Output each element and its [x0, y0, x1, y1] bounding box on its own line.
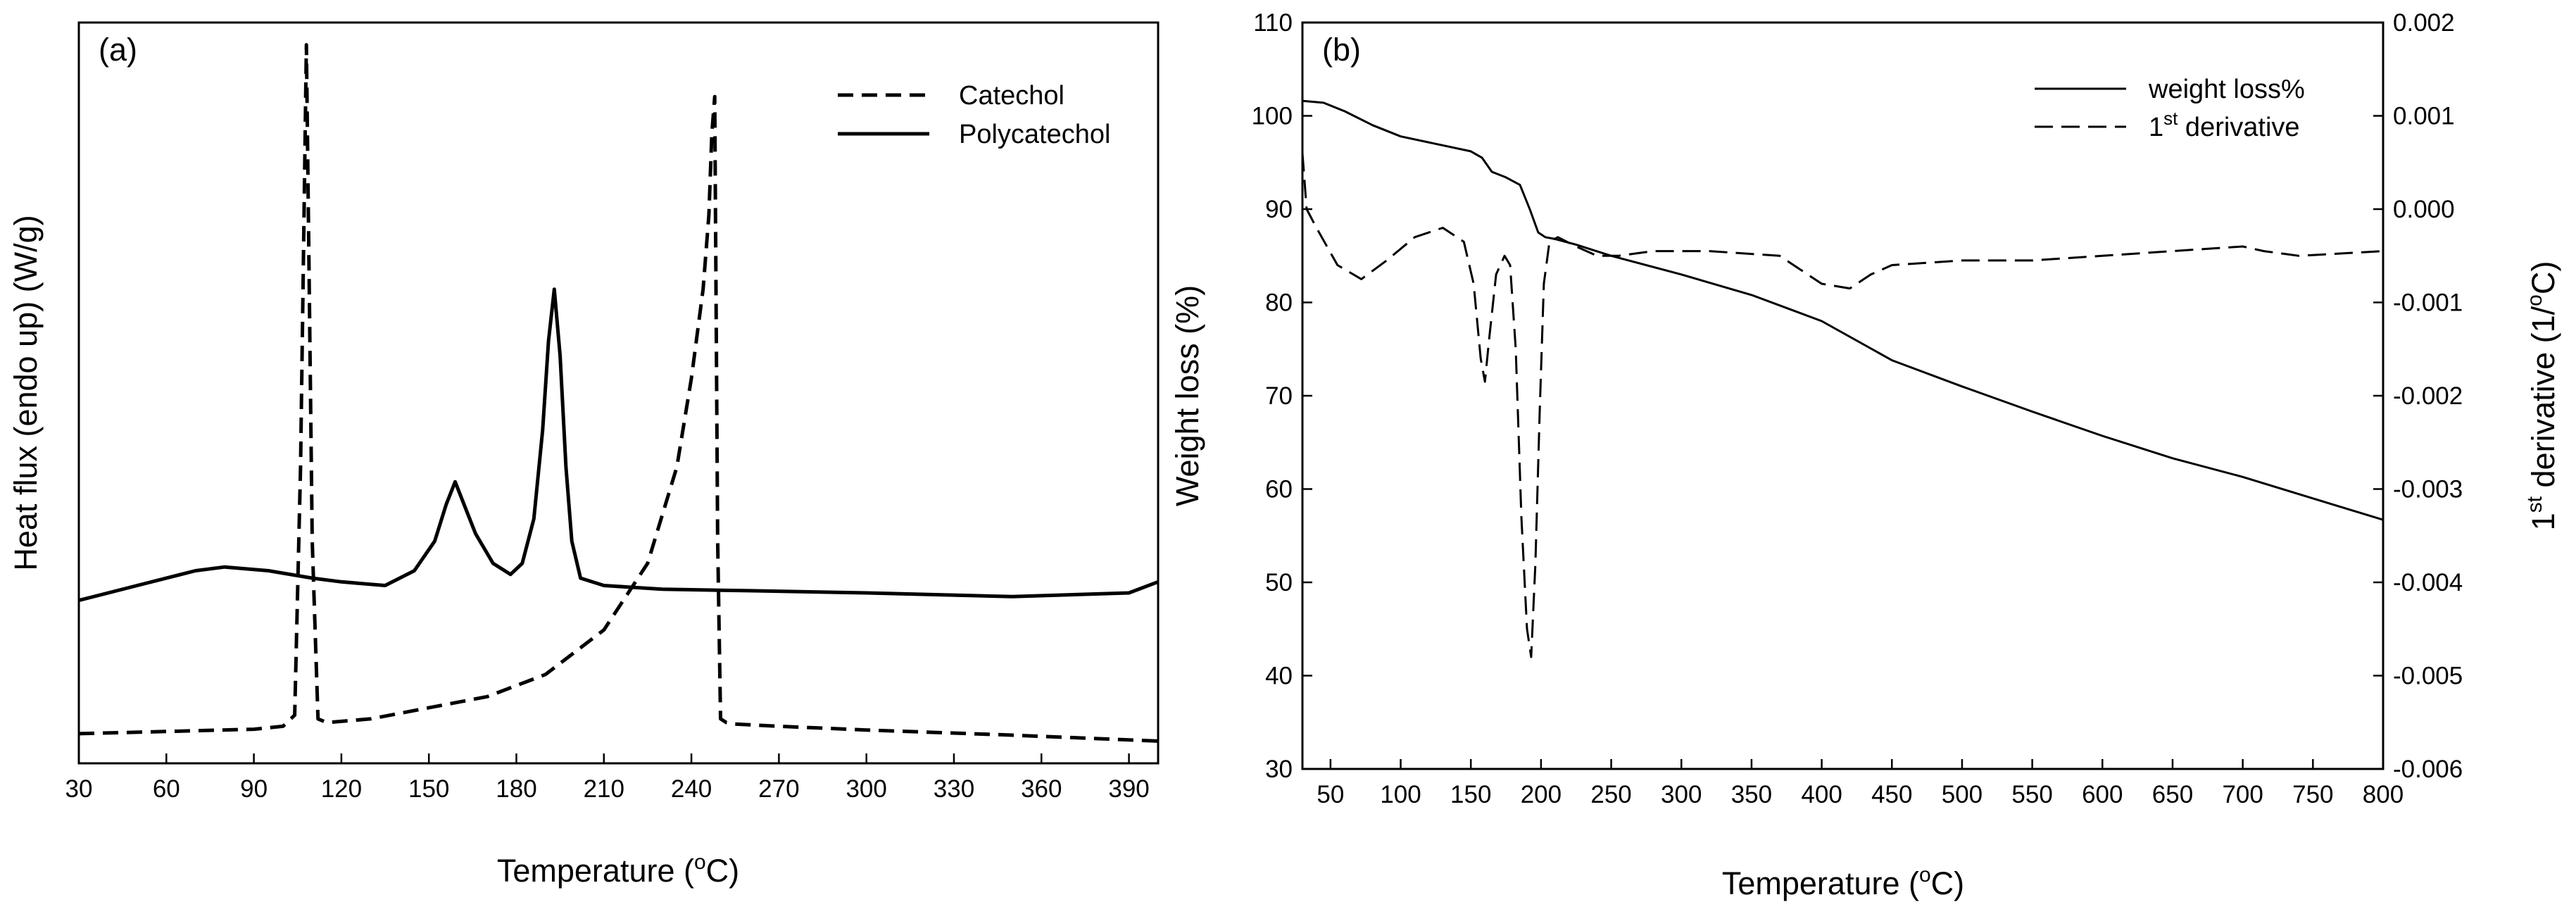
- panel-b-x-axis-title: Temperature (oC): [1722, 863, 1964, 901]
- panel-b-y-axis-title: Weight loss (%): [1169, 285, 1205, 506]
- panel-b-x-tick-label-450: 450: [1871, 781, 1912, 808]
- panel-a-x-tick-label-360: 360: [1021, 775, 1062, 803]
- panel-b-x-tick-label-350: 350: [1731, 781, 1772, 808]
- panel-b-y2-ticks: 0.002 0.001 0.000 -0.001 -0.002 -0.003 -0.004 -…: [2373, 9, 2463, 783]
- panel-b-x-tick-label-650: 650: [2152, 781, 2193, 808]
- panel-a-x-tick-label-240: 240: [671, 775, 712, 803]
- panel-a-x-tick-label-90: 90: [240, 775, 268, 803]
- panel-b-x-tick-label-150: 150: [1450, 781, 1491, 808]
- panel-b-y2-tick-label-0-005: -0.005: [2393, 663, 2463, 690]
- panel-b-x-tick-label-50: 50: [1317, 781, 1344, 808]
- series-line-1st-derivative: [1301, 153, 2384, 658]
- panel-b-legend: weight loss% 1st derivative: [2035, 75, 2305, 142]
- legend-label-polycatechol: Polycatechol: [959, 120, 1110, 149]
- panel-a-legend: Catechol Polycatechol: [838, 81, 1110, 149]
- panel-a-x-tick-label-60: 60: [153, 775, 180, 803]
- panel-b-y-tick-label-110: 110: [1253, 9, 1293, 37]
- panel-b-y-tick-label-100: 100: [1252, 103, 1293, 130]
- panel-b-x-tick-label-300: 300: [1661, 781, 1702, 808]
- panel-b-x-tick-label-550: 550: [2011, 781, 2052, 808]
- series-line-polycatechol: [78, 287, 1159, 603]
- panel-a-x-tick-label-330: 330: [934, 775, 974, 803]
- panel-a: 30 60 90 120 150 180 210 240 270 300 330 360 390 (a)…: [8, 21, 1160, 889]
- panel-a-x-tick-label-180: 180: [496, 775, 536, 803]
- panel-a-x-tick-label-390: 390: [1108, 775, 1149, 803]
- panel-b-x-tick-label-250: 250: [1590, 781, 1631, 808]
- panel-a-x-axis-title: Temperature (oC): [497, 851, 739, 889]
- panel-b-y2-tick-label-0-001: 0.001: [2393, 103, 2455, 130]
- panel-b-y-tick-label-40: 40: [1265, 663, 1293, 690]
- panel-a-frame: [77, 21, 1160, 765]
- panel-a-x-tick-label-30: 30: [65, 775, 93, 803]
- panel-b: 50 100 150 200 250 300 350 400 450 500 550 600 650 70…: [1169, 9, 2561, 901]
- panel-b-x-tick-label-600: 600: [2082, 781, 2123, 808]
- panel-b-x-tick-label-500: 500: [1942, 781, 1983, 808]
- panel-b-x-tick-label-750: 750: [2292, 781, 2333, 808]
- panel-b-series: [1301, 99, 2384, 658]
- panel-a-x-tick-label-210: 210: [584, 775, 624, 803]
- panel-b-y-tick-label-90: 90: [1265, 196, 1293, 223]
- panel-b-y2-tick-label-0-000: 0.000: [2393, 196, 2455, 223]
- panel-b-y-tick-label-70: 70: [1265, 382, 1293, 410]
- panel-b-y2-axis-title: 1st derivative (1/oC): [2523, 261, 2561, 531]
- panel-b-x-tick-label-400: 400: [1801, 781, 1842, 808]
- panel-b-y2-tick-label-0-002: -0.002: [2393, 382, 2463, 410]
- panel-a-x-tick-label-120: 120: [321, 775, 362, 803]
- panel-a-label: (a): [99, 32, 137, 68]
- panel-b-x-tick-label-700: 700: [2222, 781, 2263, 808]
- panel-b-label: (b): [1322, 32, 1361, 68]
- legend-label-weight-loss: weight loss%: [2148, 75, 2305, 104]
- panel-b-x-tick-label-800: 800: [2363, 781, 2404, 808]
- panel-a-x-tick-label-270: 270: [758, 775, 799, 803]
- panel-a-x-ticks: 30 60 90 120 150 180 210 240 270 300 330 360 390: [65, 753, 1150, 803]
- panel-a-series: [78, 43, 1159, 743]
- panel-b-y2-tick-label-0-002: 0.002: [2393, 9, 2455, 37]
- legend-label-catechol: Catechol: [959, 81, 1064, 111]
- series-line-weight-loss: [1302, 99, 2384, 521]
- panel-b-y2-tick-label-0-004: -0.004: [2393, 569, 2463, 596]
- legend-label-derivative: 1st derivative: [2149, 108, 2300, 142]
- panel-b-y-ticks: 30 40 50 60 70 80 90 100 110: [1252, 9, 1312, 783]
- panel-b-y-tick-label-30: 30: [1265, 756, 1293, 783]
- panel-b-x-tick-label-200: 200: [1521, 781, 1562, 808]
- panel-b-y2-tick-label-0-001: -0.001: [2393, 289, 2463, 317]
- panel-a-x-tick-label-300: 300: [846, 775, 886, 803]
- panel-b-y-tick-label-60: 60: [1265, 476, 1293, 503]
- panel-b-y-tick-label-80: 80: [1265, 289, 1293, 317]
- panel-b-x-ticks: 50 100 150 200 250 300 350 400 450 500 550 600 650 70…: [1317, 759, 2404, 808]
- panel-a-y-axis-title: Heat flux (endo up) (W/g): [8, 215, 44, 570]
- panel-b-y2-tick-label-0-006: -0.006: [2393, 756, 2463, 783]
- panel-a-x-tick-label-150: 150: [408, 775, 449, 803]
- panel-b-y-tick-label-50: 50: [1265, 569, 1293, 596]
- panel-b-y2-tick-label-0-003: -0.003: [2393, 476, 2463, 503]
- panel-b-x-tick-label-100: 100: [1380, 781, 1421, 808]
